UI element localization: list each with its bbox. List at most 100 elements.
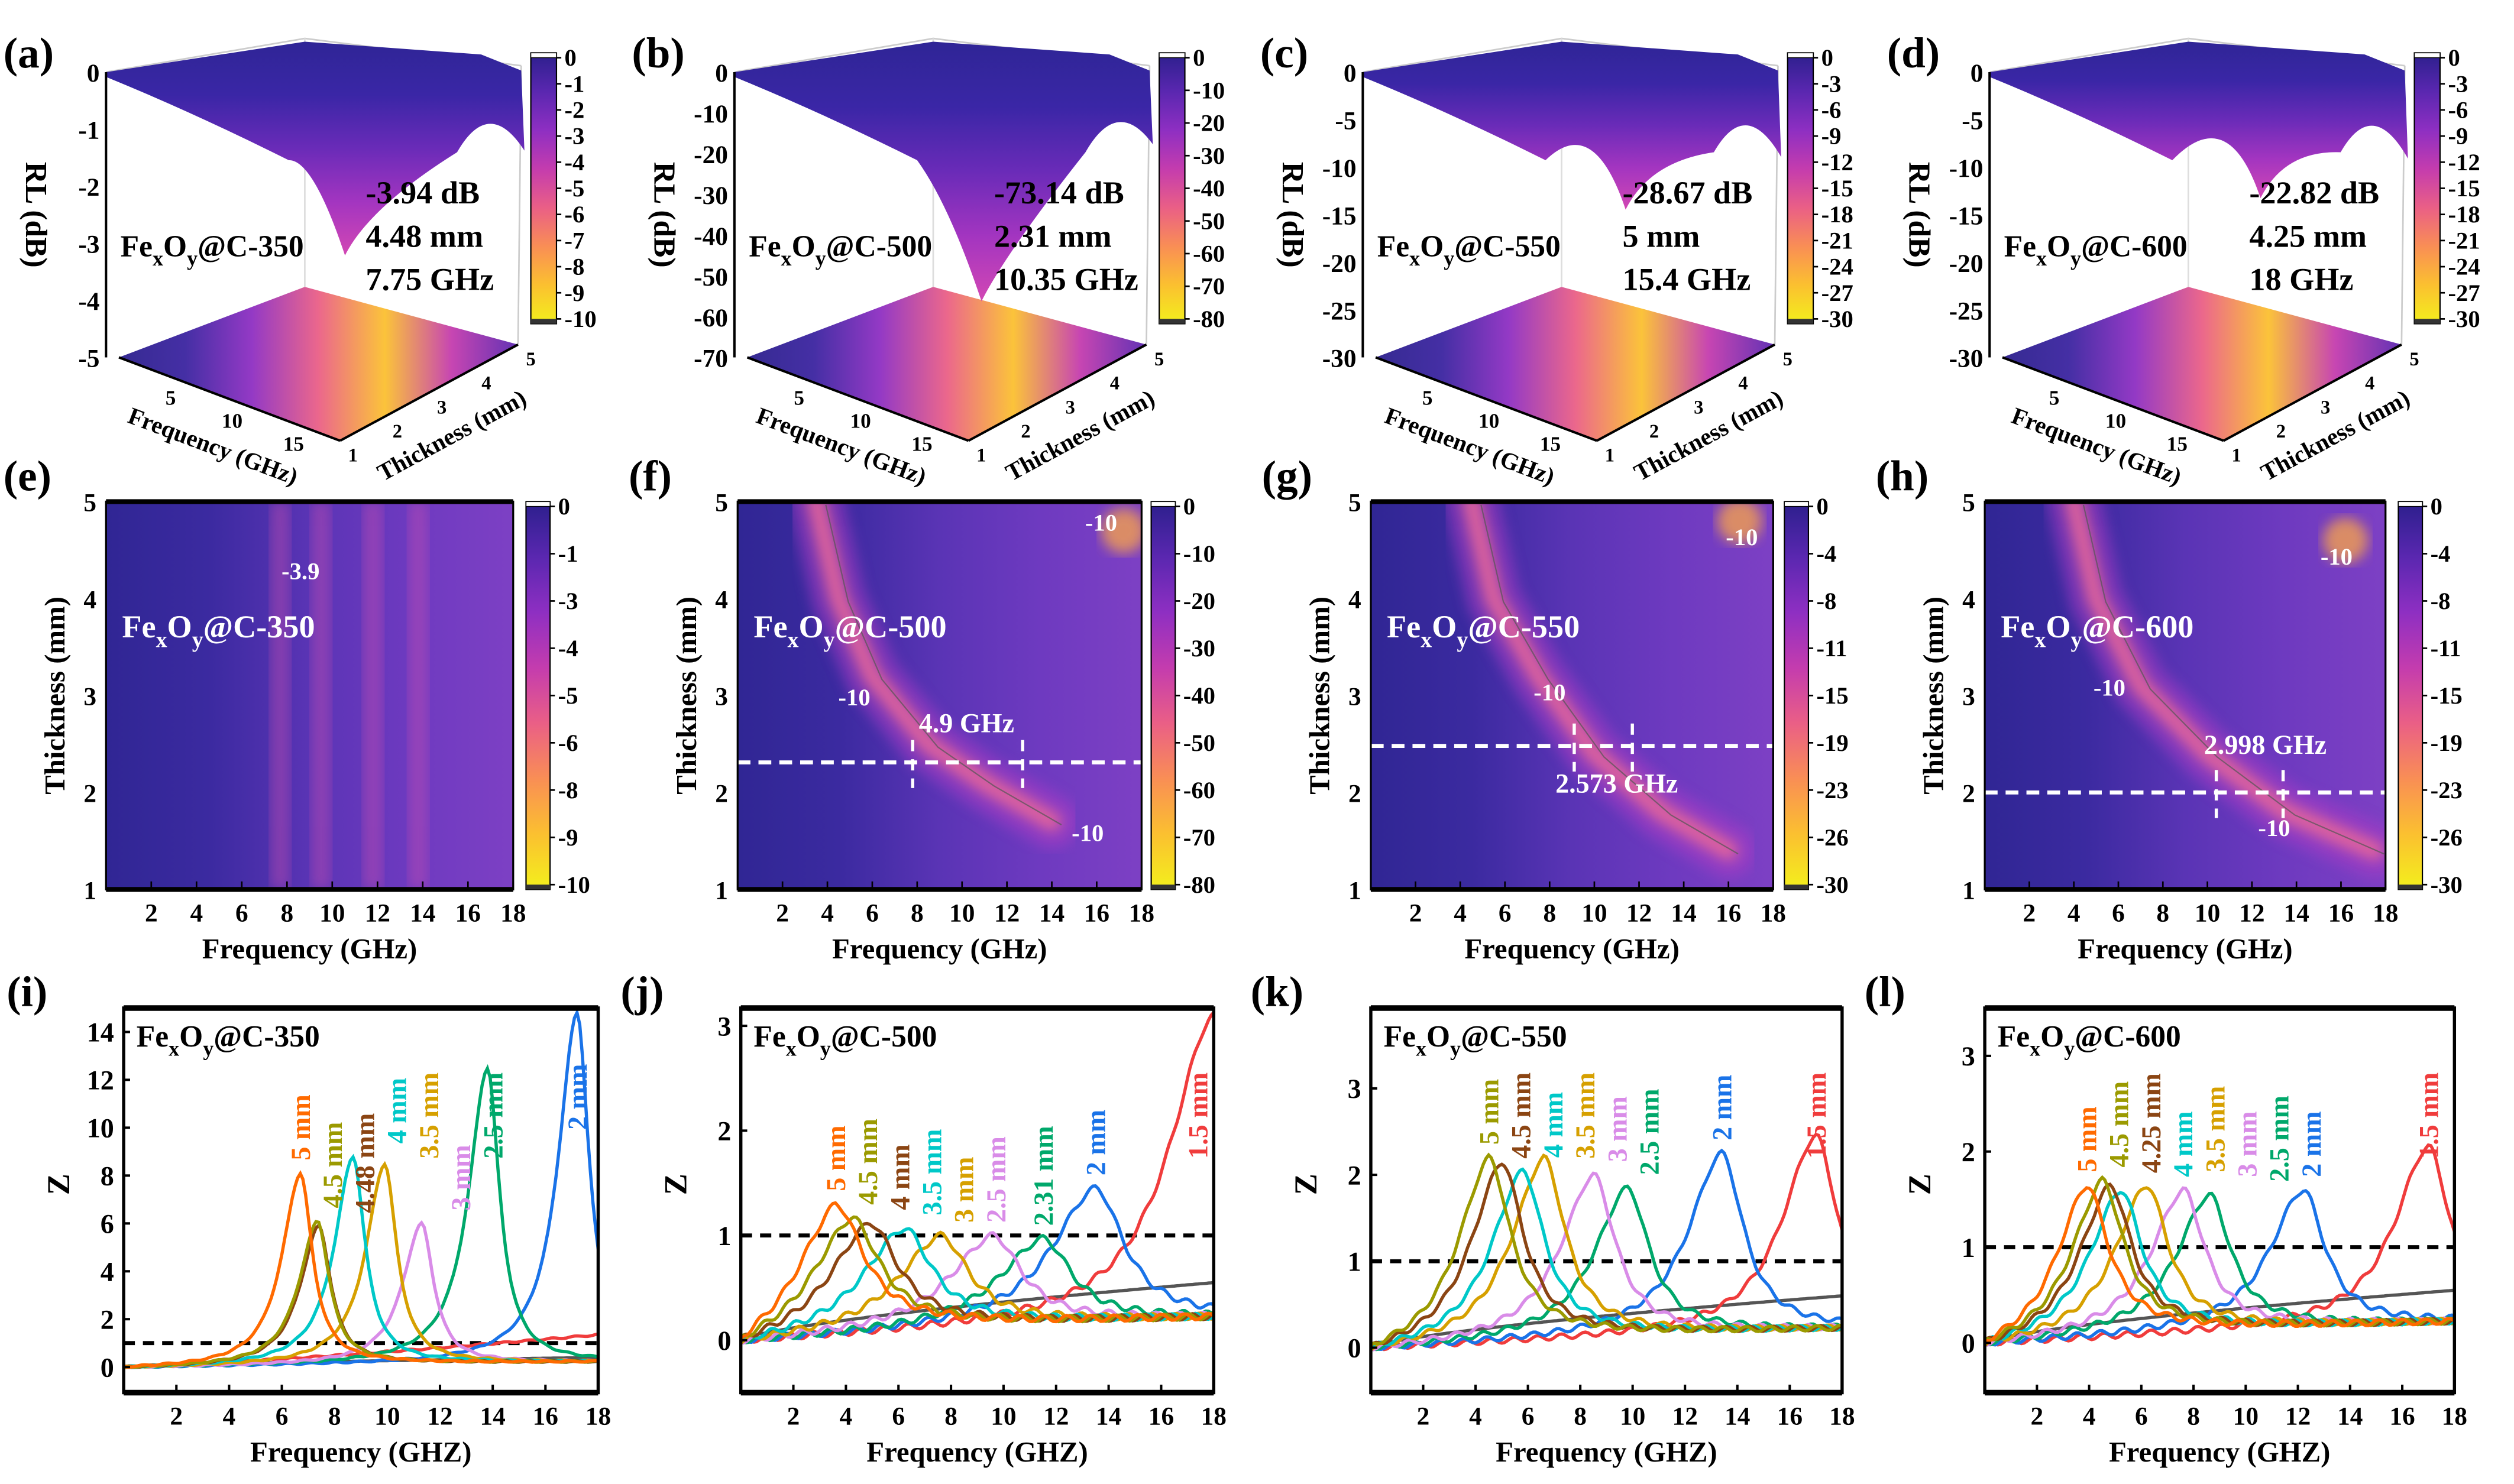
colorbar-tick-label: -26 <box>2431 824 2463 851</box>
x-tick-label: 6 <box>235 899 248 928</box>
x-tick-label: 12 <box>2239 899 2264 928</box>
subscript: x <box>153 247 163 270</box>
series-label: 4.48 mm <box>350 1113 380 1213</box>
z-tick-label: 0 <box>1344 59 1357 88</box>
z-axis-title: RL (dB) <box>19 162 53 268</box>
series-label: 1.5 mm <box>1801 1073 1832 1159</box>
panel-label: (h) <box>1876 452 1929 500</box>
panel-label: (e) <box>4 452 51 500</box>
z-tick-label: -4 <box>78 287 99 316</box>
sample-text: @C-350 <box>198 230 303 264</box>
sample-name: FexOy@C-350 <box>137 1020 320 1060</box>
y-tick-label: 3 <box>1694 397 1703 418</box>
z-axis-title: RL (dB) <box>647 162 681 268</box>
z-tick-label: 0 <box>87 59 100 88</box>
colorbar-tick-label: -3 <box>565 123 585 150</box>
y-tick-label: 1 <box>2232 445 2241 466</box>
sample-text: O <box>163 230 187 264</box>
z-tick-label: -15 <box>1949 202 1984 230</box>
series-label: 3.5 mm <box>2200 1086 2230 1172</box>
bandwidth-label: 2.998 GHz <box>2204 730 2327 760</box>
z-tick-label: -5 <box>78 345 99 373</box>
subscript: x <box>1409 247 1420 270</box>
x-tick-label: 14 <box>1096 1402 1121 1431</box>
y-tick-label: 3 <box>1348 683 1361 711</box>
x-tick-label: 4 <box>821 899 834 928</box>
series-label: 3 mm <box>949 1157 979 1223</box>
y-tick-label: 5 <box>83 489 96 517</box>
x-tick-label: 18 <box>2442 1402 2467 1431</box>
colorbar-tick-label: -12 <box>2448 149 2480 176</box>
z-curve-3-mm <box>124 1220 598 1369</box>
colorbar-tick-label: -4 <box>558 635 578 662</box>
x-tick-label: 15 <box>2167 433 2188 456</box>
x-tick-label: 16 <box>1777 1402 1803 1431</box>
colorbar-tick-label: -23 <box>1816 777 1848 803</box>
y-tick-label: 4 <box>1110 373 1120 394</box>
colorbar <box>525 501 551 890</box>
colorbar-tick-label: -2 <box>565 96 585 123</box>
colorbar-tick-label: -10 <box>1183 540 1215 567</box>
subscript: y <box>192 627 203 652</box>
sample-text: @C-600 <box>2081 230 2188 264</box>
rl-surface <box>1989 41 2408 199</box>
colorbar <box>1787 52 1814 325</box>
z-tick-label: -3 <box>78 231 99 259</box>
x-axis-title: Frequency (GHz) <box>832 933 1047 965</box>
y-axis-title: Z <box>1288 1174 1324 1195</box>
z-tick-label: -5 <box>1335 107 1356 135</box>
y-tick-label: 5 <box>715 489 728 517</box>
y-axis-title: Thickness (mm) <box>39 597 71 795</box>
colorbar-tick-label: -30 <box>1183 635 1215 662</box>
x-tick-label: 16 <box>2389 1402 2415 1431</box>
series-label: 5 mm <box>1474 1079 1504 1145</box>
x-tick-label: 14 <box>1671 899 1696 928</box>
colorbar-cap <box>2414 319 2440 324</box>
colorbar-cap <box>1151 884 1176 890</box>
contour-label: -10 <box>1726 524 1758 550</box>
colorbar-tick-label: -20 <box>1183 588 1215 614</box>
sample-text: @C-500 <box>826 230 933 264</box>
absorption-ridge <box>1461 501 1738 861</box>
colorbar-cap <box>1150 501 1176 507</box>
x-axis-title: Frequency (GHz) <box>1464 933 1680 965</box>
x-axis-title: Frequency (GHZ) <box>1496 1436 1717 1468</box>
z-tick-label: -1 <box>78 116 99 145</box>
x-tick-label: 6 <box>276 1402 289 1431</box>
colorbar-cap <box>1159 319 1185 324</box>
colorbar-cap <box>1159 52 1186 59</box>
sample-text: O <box>1426 1020 1450 1054</box>
y-tick-label: 5 <box>1348 489 1361 517</box>
x-tick-label: 14 <box>1724 1402 1750 1431</box>
contour-line <box>825 504 1062 825</box>
sample-text: O <box>797 1020 820 1054</box>
z-tick-label: -2 <box>78 173 99 202</box>
sample-name: FexOy@C-500 <box>749 230 932 270</box>
y-tick-label: 8 <box>101 1161 114 1191</box>
series-label: 3 mm <box>1602 1096 1632 1162</box>
z-tick-label: -60 <box>694 304 728 332</box>
panel-f: (f)4.9 GHz-10-10-102 4 6 8 10 12 14 16 1812345Fr… <box>629 452 1215 964</box>
colorbar-tick-label: -8 <box>1816 588 1836 614</box>
z-tick-label: -20 <box>1949 250 1984 278</box>
series-label: 2.5 mm <box>478 1073 508 1159</box>
x-tick-label: 6 <box>2135 1402 2148 1431</box>
subscript: x <box>156 627 167 652</box>
y-tick-label: 2 <box>1348 780 1361 808</box>
x-tick-label: 15 <box>1540 433 1561 456</box>
y-tick-label: 0 <box>1348 1333 1361 1363</box>
z-axis-title: RL (dB) <box>1903 162 1936 268</box>
colorbar-tick-label: 0 <box>1183 493 1195 520</box>
x-tick-label: 2 <box>1409 899 1422 928</box>
panel-a: (a) 0-1-2-3-4-5RL (dB)5101512345Frequency… <box>4 29 597 490</box>
series-label: 5 mm <box>286 1094 316 1160</box>
rl-surface <box>1363 41 1781 210</box>
sample-text: Fe <box>753 609 787 644</box>
series-label: 2 mm <box>1707 1075 1737 1140</box>
y-tick-label: 3 <box>437 397 446 418</box>
subscript: x <box>788 627 799 652</box>
x-axis-title: Frequency (GHz) <box>2078 933 2293 965</box>
sample-name: FexOy@C-550 <box>1384 1020 1567 1060</box>
subscript: y <box>2071 627 2082 652</box>
